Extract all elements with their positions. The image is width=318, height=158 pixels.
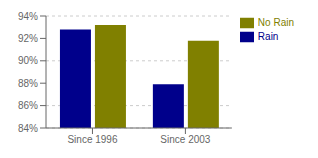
svg-text:Since 1996: Since 1996 — [67, 134, 117, 145]
svg-text:88%: 88% — [18, 78, 38, 89]
svg-text:84%: 84% — [18, 123, 38, 134]
html-text:Rain: Rain — [257, 30, 279, 42]
svg-text:92%: 92% — [18, 33, 38, 44]
html-text:No Rain: No Rain — [257, 16, 294, 28]
svg-text:90%: 90% — [18, 55, 38, 66]
svg-text:86%: 86% — [18, 100, 38, 111]
svg-text:Since 2003: Since 2003 — [160, 134, 210, 145]
svg-text:94%: 94% — [18, 11, 38, 22]
